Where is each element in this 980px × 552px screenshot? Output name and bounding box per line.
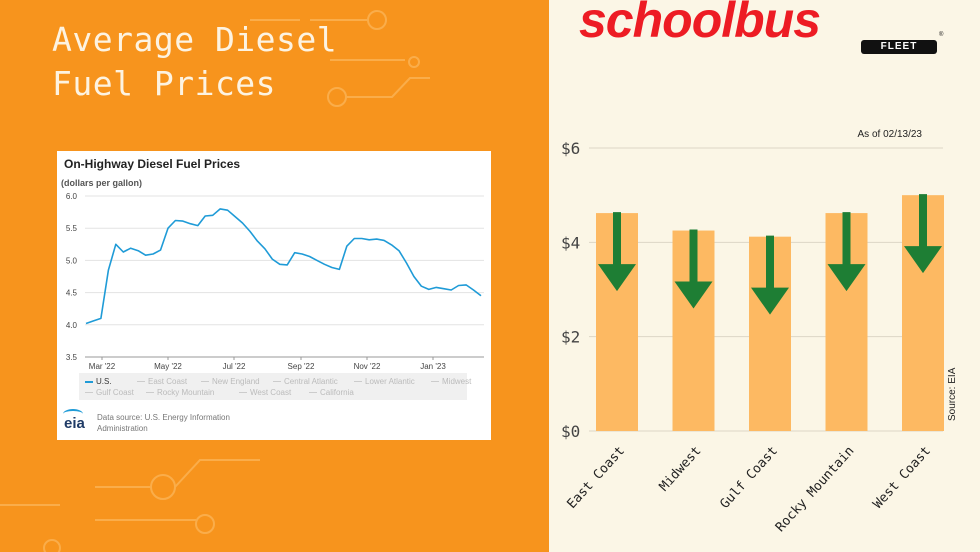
down-arrow-icon (904, 194, 942, 274)
legend-swatch (85, 380, 93, 383)
legend-label: Rocky Mountain (157, 388, 215, 397)
legend-item-new-england[interactable]: New England (201, 377, 260, 386)
legend-label: Midwest (442, 377, 472, 386)
bar-chart: $0 $2 $4 $6 As of 02/13/23 Source: EIA East Co… (561, 129, 958, 535)
line-chart-legend: U.S. East Coast New England Central Atlanti… (79, 373, 471, 400)
legend-label: Gulf Coast (96, 388, 134, 397)
legend-item-gulf-coast[interactable]: Gulf Coast (85, 388, 134, 397)
legend-label: West Coast (250, 388, 292, 397)
down-arrow-icon (827, 212, 866, 292)
legend-swatch (137, 381, 145, 383)
y-tick-label: $2 (561, 328, 580, 347)
data-source-text: Data source: U.S. Energy Information Adm… (97, 413, 230, 433)
legend-swatch (85, 392, 93, 394)
circuit-decoration (0, 10, 430, 552)
y-tick-label: 6.0 (66, 192, 78, 201)
x-category-label: Midwest (657, 444, 705, 495)
y-tick-label: 4.0 (66, 321, 78, 330)
right-panel: schoolbus FLEET ® $0 $2 $4 $6 As of 02/13/23… (549, 0, 980, 552)
brand-registered-mark: ® (939, 32, 944, 38)
left-panel: Average Diesel Fuel Prices On-Highway Di… (0, 10, 491, 552)
down-arrow-icon (751, 235, 789, 315)
legend-label: New England (212, 377, 260, 386)
legend-swatch (201, 381, 209, 383)
legend-swatch (239, 392, 247, 394)
y-tick-label: $6 (561, 139, 580, 158)
headline-line-1: Average Diesel (52, 20, 338, 59)
x-tick-label: Jan '23 (420, 362, 446, 371)
legend-item-midwest[interactable]: Midwest (431, 377, 471, 386)
legend-item-california[interactable]: California (309, 388, 354, 397)
y-tick-label: 3.5 (66, 353, 78, 362)
legend-label: California (320, 388, 354, 397)
brand-fleet-badge: FLEET (861, 40, 937, 54)
x-tick-label: Mar '22 (89, 362, 116, 371)
school-bus-fleet-logo: schoolbus FLEET ® (579, 0, 943, 56)
y-tick-label: 5.0 (66, 256, 78, 265)
x-category-label: East Coast (564, 444, 628, 512)
line-chart-card: On-Highway Diesel Fuel Prices (dollars p… (57, 151, 491, 440)
series-line-u-s (85, 208, 482, 325)
legend-swatch (431, 381, 439, 383)
legend-swatch (273, 381, 281, 383)
legend-label: Central Atlantic (284, 377, 338, 386)
legend-item-lower-atlantic[interactable]: Lower Atlantic (354, 377, 415, 386)
legend-label: U.S. (96, 377, 112, 386)
x-category-label: Rocky Mountain (773, 444, 857, 535)
down-arrow-icon (674, 229, 713, 309)
down-arrow-icon (598, 212, 636, 292)
x-tick-label: Jul '22 (223, 362, 246, 371)
line-chart: 3.5 4.0 4.5 5.0 5.5 6.0 Mar '22 May '22 Jul '22 S… (66, 192, 484, 371)
y-tick-label: 5.5 (66, 224, 78, 233)
eia-logo: eia (63, 409, 85, 432)
legend-swatch (146, 392, 154, 394)
as-of-date-label: As of 02/13/23 (858, 129, 923, 140)
y-tick-label: $0 (561, 422, 580, 441)
legend-item-u-s[interactable]: U.S. (85, 377, 112, 386)
headline-line-2: Fuel Prices (52, 64, 277, 103)
x-category-label: West Coast (870, 444, 934, 512)
x-tick-label: May '22 (154, 362, 182, 371)
y-tick-label: 4.5 (66, 289, 78, 298)
legend-swatch (309, 392, 317, 394)
legend-item-rocky-mountain[interactable]: Rocky Mountain (146, 388, 214, 397)
legend-label: Lower Atlantic (365, 377, 415, 386)
legend-item-central-atlantic[interactable]: Central Atlantic (273, 377, 338, 386)
brand-wordmark: schoolbus (579, 0, 821, 48)
legend-item-west-coast[interactable]: West Coast (239, 388, 291, 397)
line-chart-units: (dollars per gallon) (61, 178, 143, 188)
legend-label: East Coast (148, 377, 188, 386)
x-category-label: Gulf Coast (717, 444, 781, 512)
source-label: Source: EIA (947, 367, 958, 421)
headline: Average Diesel Fuel Prices (52, 18, 337, 106)
y-tick-label: $4 (561, 233, 580, 252)
x-tick-label: Sep '22 (288, 362, 315, 371)
line-chart-title: On-Highway Diesel Fuel Prices (64, 157, 241, 171)
legend-item-east-coast[interactable]: East Coast (137, 377, 187, 386)
x-tick-label: Nov '22 (354, 362, 381, 371)
legend-swatch (354, 381, 362, 383)
